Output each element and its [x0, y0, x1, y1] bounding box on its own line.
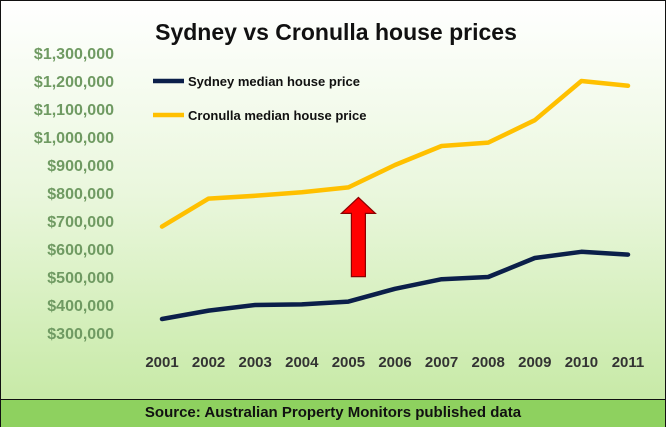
y-tick-label: $700,000 [47, 214, 114, 231]
y-tick-label: $800,000 [47, 186, 114, 203]
up-arrow-icon [339, 196, 377, 278]
y-tick-label: $1,100,000 [34, 102, 114, 119]
x-tick-label: 2002 [192, 354, 225, 371]
x-tick-label: 2005 [332, 354, 365, 371]
y-tick-label: $500,000 [47, 270, 114, 287]
chart-title: Sydney vs Cronulla house prices [155, 19, 517, 45]
y-tick-label: $400,000 [47, 298, 114, 315]
y-tick-label: $1,200,000 [34, 74, 114, 91]
series-layer [159, 78, 631, 322]
legend-label-1: Cronulla median house price [188, 108, 366, 123]
x-tick-label: 2010 [565, 354, 598, 371]
chart-area: Sydney vs Cronulla house prices $300,000… [34, 19, 644, 371]
x-tick-label: 2001 [145, 354, 178, 371]
x-tick-label: 2004 [285, 354, 319, 371]
y-tick-label: $900,000 [47, 158, 114, 175]
source-footer: Source: Australian Property Monitors pub… [1, 399, 665, 427]
series-line-0 [159, 249, 631, 322]
x-tick-label: 2006 [378, 354, 411, 371]
x-axis-ticks: 2001 2002 2003 2004 2005 2006 2007 2008 2009 2010… [145, 354, 644, 371]
y-tick-label: $300,000 [47, 326, 114, 343]
x-tick-label: 2009 [518, 354, 551, 371]
x-tick-label: 2007 [425, 354, 458, 371]
y-tick-label: $600,000 [47, 242, 114, 259]
legend-label-0: Sydney median house price [188, 74, 360, 89]
legend: Sydney median house price Cronulla median… [153, 74, 366, 123]
y-tick-label: $1,000,000 [34, 130, 114, 147]
series-line-1 [159, 78, 631, 229]
y-tick-label: $1,300,000 [34, 46, 114, 63]
x-tick-label: 2011 [612, 354, 645, 371]
annotation [339, 196, 377, 278]
y-axis-ticks: $300,000 $400,000 $500,000 $600,000 $700,000… [34, 46, 114, 343]
x-tick-label: 2008 [472, 354, 505, 371]
x-tick-label: 2003 [239, 354, 272, 371]
